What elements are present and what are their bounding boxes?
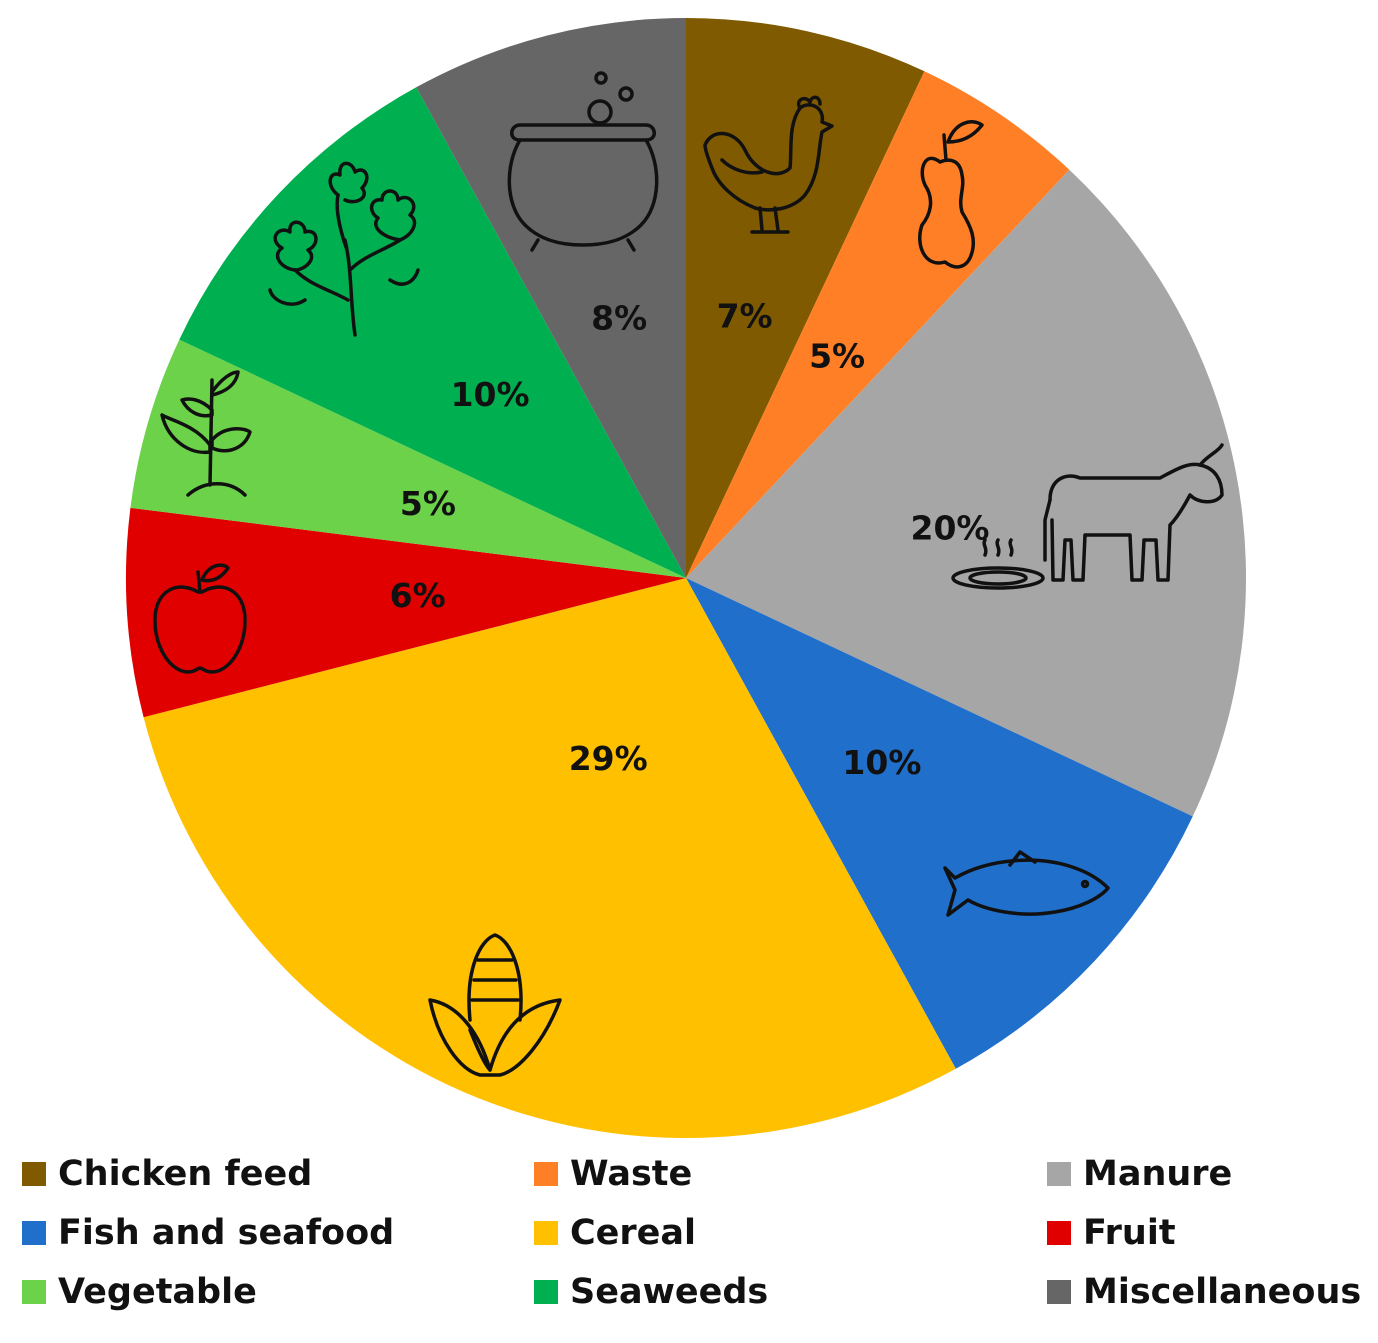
- legend-item: Fruit: [1047, 1213, 1176, 1253]
- pie-slice-vegetable: [130, 339, 686, 578]
- pie-value-label: 5%: [809, 337, 865, 376]
- chicken-icon: [703, 95, 834, 234]
- pie-slice-miscellaneous: [416, 18, 686, 578]
- legend-item: Seaweeds: [534, 1272, 768, 1312]
- apple-core-icon: [918, 120, 984, 269]
- legend-label: Chicken feed: [58, 1154, 313, 1194]
- apple-icon: [153, 563, 247, 674]
- pie-value-label: 5%: [400, 484, 456, 523]
- legend-label: Manure: [1083, 1154, 1233, 1194]
- seaweed-icon: [268, 161, 420, 337]
- pie-slice-cereal: [143, 578, 956, 1138]
- legend-swatch: [22, 1280, 46, 1304]
- legend: Chicken feed Waste Manure Fish and seafood C…: [22, 1150, 1378, 1340]
- legend-swatch: [534, 1162, 558, 1186]
- pie-value-label: 6%: [390, 576, 446, 615]
- pie-value-label: 10%: [451, 375, 530, 414]
- pie-slice-waste: [686, 71, 1070, 579]
- pie-value-label: 20%: [911, 509, 990, 548]
- sprout-icon: [160, 370, 252, 497]
- legend-item: Waste: [534, 1154, 692, 1194]
- legend-swatch: [1047, 1280, 1071, 1304]
- pie-slice-manure: [686, 169, 1246, 817]
- pie-slice-fish-and-seafood: [686, 578, 1193, 1069]
- legend-label: Miscellaneous: [1083, 1272, 1362, 1312]
- legend-label: Fruit: [1083, 1213, 1176, 1253]
- legend-label: Fish and seafood: [58, 1213, 395, 1253]
- legend-swatch: [1047, 1162, 1071, 1186]
- legend-swatch: [22, 1221, 46, 1245]
- pie-slice-fruit: [126, 507, 687, 718]
- fish-icon: [943, 850, 1110, 917]
- pie-chart: 7% 5% 20% 10% 29% 6% 5% 10% 8%: [126, 18, 1246, 1138]
- pie-slice-chicken-feed: [686, 18, 925, 578]
- legend-swatch: [534, 1280, 558, 1304]
- legend-swatch: [22, 1162, 46, 1186]
- cauldron-icon: [507, 71, 659, 252]
- pie-slice-seaweeds: [179, 87, 686, 579]
- pie-icons: [153, 71, 1224, 1077]
- legend-label: Vegetable: [58, 1272, 257, 1312]
- pie-value-labels: 7% 5% 20% 10% 29% 6% 5% 10% 8%: [390, 297, 990, 782]
- legend-item: Cereal: [534, 1213, 696, 1253]
- legend-swatch: [1047, 1221, 1071, 1245]
- legend-swatch: [534, 1221, 558, 1245]
- legend-item: Fish and seafood: [22, 1213, 394, 1253]
- pie-value-label: 10%: [842, 743, 921, 782]
- cow-icon: [951, 443, 1224, 590]
- corn-icon: [428, 933, 562, 1077]
- legend-item: Vegetable: [22, 1272, 257, 1312]
- pie-slices: [126, 18, 1246, 1138]
- legend-label: Cereal: [570, 1213, 697, 1253]
- legend-item: Miscellaneous: [1047, 1272, 1361, 1312]
- pie-value-label: 8%: [591, 299, 647, 338]
- pie-value-label: 7%: [717, 297, 773, 336]
- legend-item: Chicken feed: [22, 1154, 312, 1194]
- legend-label: Seaweeds: [570, 1272, 769, 1312]
- legend-label: Waste: [570, 1154, 693, 1194]
- legend-item: Manure: [1047, 1154, 1232, 1194]
- pie-value-label: 29%: [569, 739, 648, 778]
